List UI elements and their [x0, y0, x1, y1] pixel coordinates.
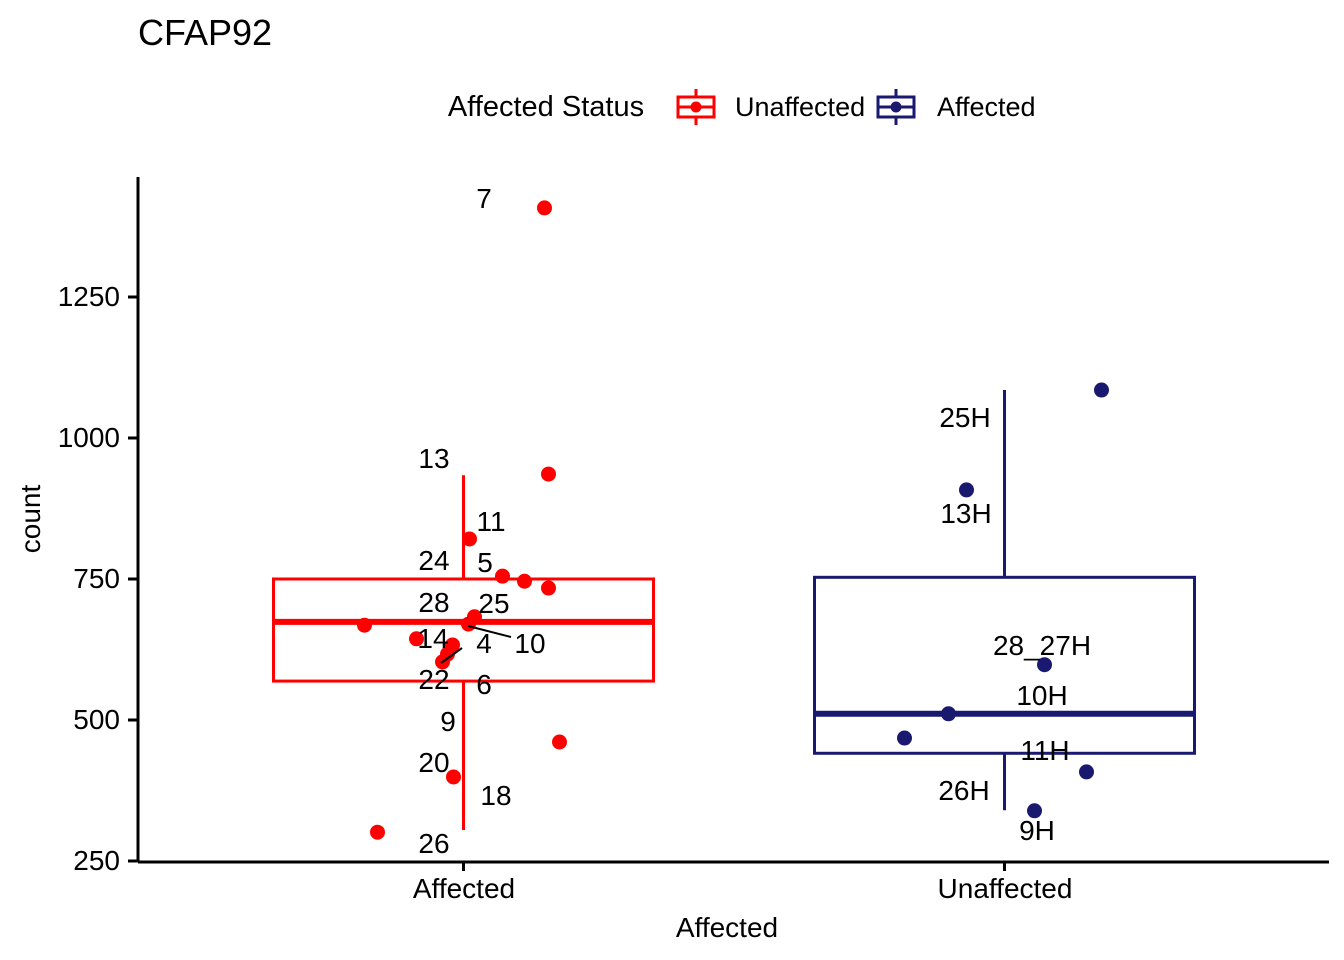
point-label: 9H	[1019, 815, 1055, 846]
point-label: 18	[480, 780, 511, 811]
legend-label-affected: Affected	[937, 92, 1036, 122]
data-point	[517, 573, 532, 589]
legend-label-unaffected: Unaffected	[735, 92, 865, 122]
data-point	[1027, 803, 1042, 819]
data-point	[461, 616, 476, 632]
point-label: 25	[478, 588, 509, 619]
legend-title: Affected Status	[448, 91, 644, 123]
data-point	[462, 531, 477, 547]
point-label: 28	[418, 587, 449, 618]
y-tick-label-250: 250	[73, 845, 120, 876]
point-label: 26	[418, 828, 449, 859]
point-label: 4	[476, 628, 492, 659]
box	[813, 575, 1196, 755]
data-point	[959, 482, 974, 498]
point-label: 20	[418, 747, 449, 778]
data-point	[1037, 657, 1052, 673]
data-point	[1094, 382, 1109, 398]
data-point	[357, 617, 372, 633]
y-tick-label-1250: 1250	[58, 281, 120, 312]
data-point	[446, 769, 461, 785]
point-label: 14	[417, 623, 448, 654]
data-point	[541, 580, 556, 596]
point-label: 25H	[939, 402, 990, 433]
point-label: 22	[418, 664, 449, 695]
data-point	[1079, 764, 1094, 780]
x-category-label-unaffected: Unaffected	[938, 873, 1073, 904]
legend-key-point	[690, 101, 702, 113]
y-tick-label-1000: 1000	[58, 422, 120, 453]
point-label: 11	[476, 506, 505, 537]
x-category-label-affected: Affected	[413, 873, 515, 904]
point-label: 7	[476, 183, 492, 214]
legend-key-point	[890, 101, 902, 113]
y-tick-label-750: 750	[73, 563, 120, 594]
data-point	[541, 466, 556, 482]
data-point	[941, 706, 956, 722]
plot-panel: 7 13 11 5 24 25 28 10 9 14 22 6 4 18 20 26 25H 13H 28_27H 1…	[128, 89, 1329, 871]
point-label: 28_27H	[993, 630, 1091, 661]
y-axis-title: count	[15, 485, 46, 554]
plot-title: CFAP92	[138, 12, 272, 53]
point-label: 10H	[1016, 680, 1067, 711]
point-label: 11H	[1020, 735, 1069, 766]
data-point	[552, 734, 567, 750]
y-tick-label-500: 500	[73, 704, 120, 735]
data-point	[409, 631, 424, 647]
point-label: 6	[476, 669, 492, 700]
point-label: 10	[514, 628, 545, 659]
point-label: 9	[440, 706, 456, 737]
point-label: 5	[477, 547, 493, 578]
point-label: 13	[418, 443, 449, 474]
data-point	[897, 730, 912, 746]
point-label: 26H	[938, 775, 989, 806]
label-leader-line	[440, 647, 463, 664]
data-point	[370, 824, 385, 840]
box	[272, 577, 655, 683]
data-point	[537, 200, 552, 216]
data-point	[495, 568, 510, 584]
label-leader-line	[467, 625, 512, 638]
point-label: 13H	[940, 498, 991, 529]
x-axis-title: Affected	[676, 912, 778, 943]
point-label: 24	[418, 545, 449, 576]
